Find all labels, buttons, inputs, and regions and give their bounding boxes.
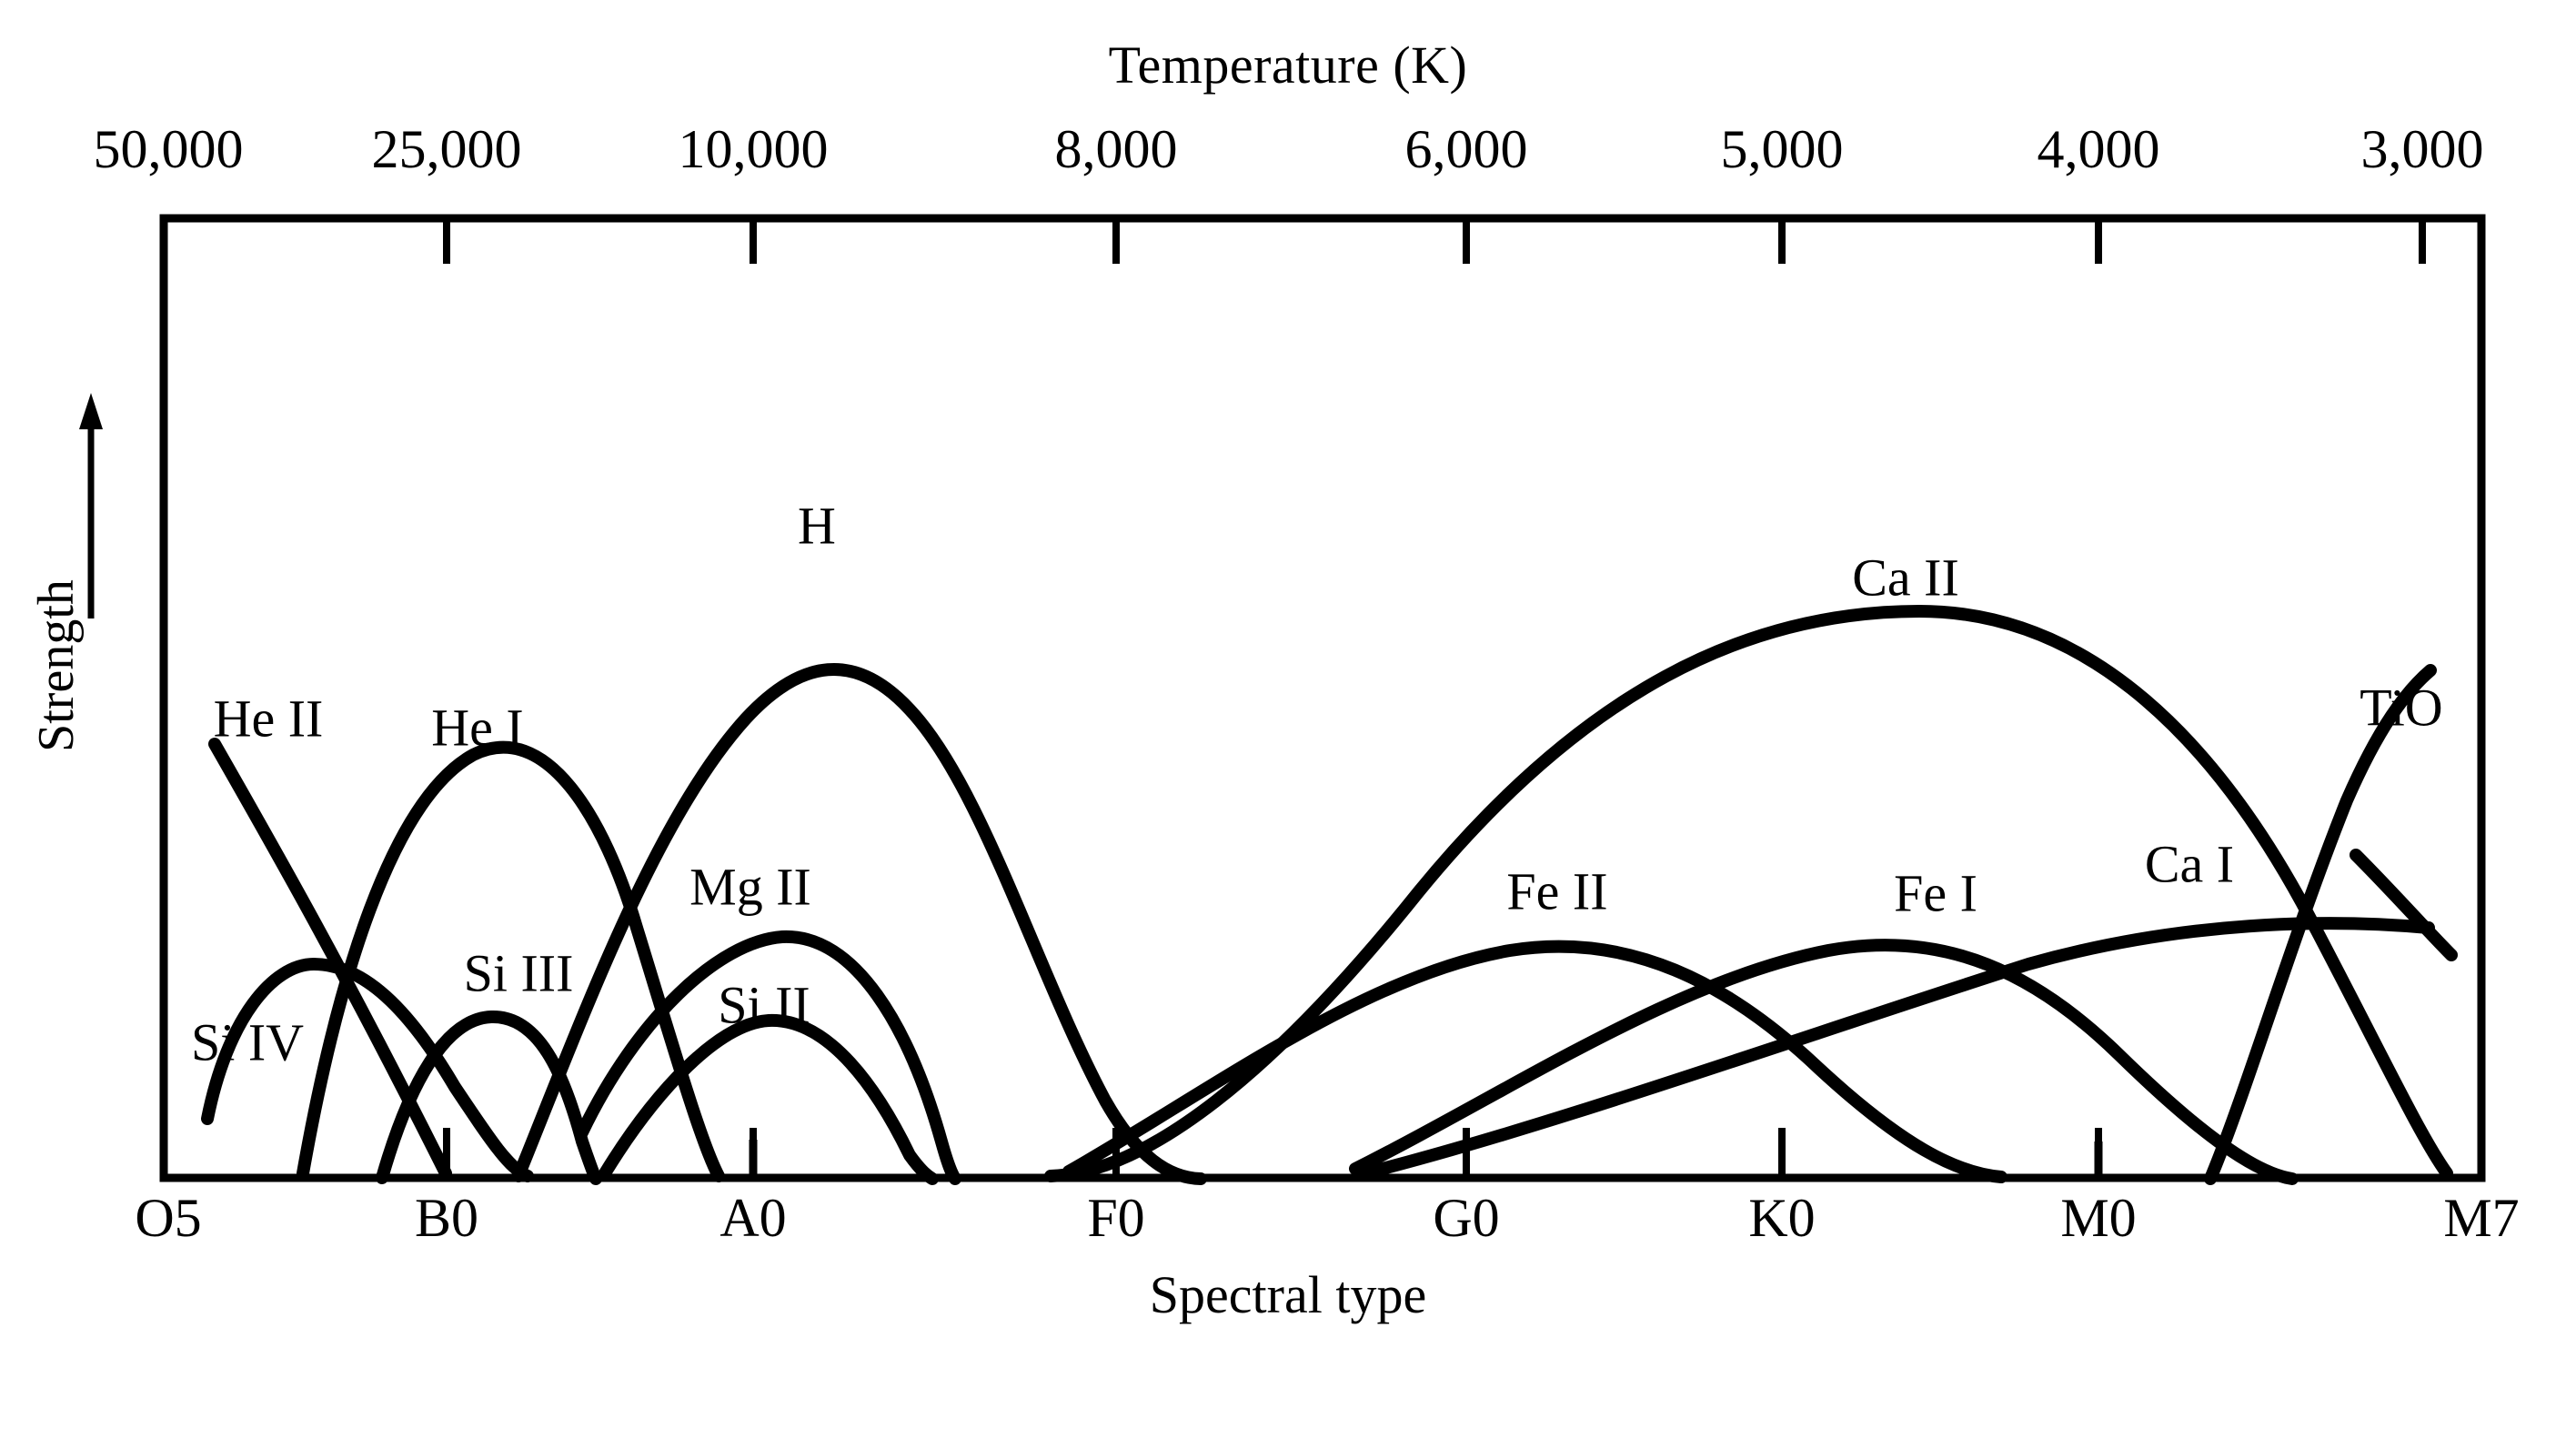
curve-label-si-ii: Si II bbox=[718, 975, 810, 1035]
curve-label-fe-i: Fe I bbox=[1894, 863, 1977, 923]
curve-fe-i bbox=[1349, 939, 2299, 1185]
curve-label-he-ii: He II bbox=[213, 689, 324, 749]
curve-h bbox=[512, 663, 1207, 1185]
curve-label-tio: TiO bbox=[2360, 678, 2443, 738]
bottom-tick-label-3: F0 bbox=[1087, 1188, 1145, 1248]
top-tick-label-2: 10,000 bbox=[678, 119, 829, 179]
strength-up-arrow-icon bbox=[73, 391, 109, 618]
top-tick-label-5: 5,000 bbox=[1720, 119, 1844, 179]
top-tick-label-1: 25,000 bbox=[371, 119, 522, 179]
bottom-tick-label-1: B0 bbox=[414, 1188, 479, 1248]
bottom-tick-label-6: M0 bbox=[2060, 1188, 2137, 1248]
curve-mg-ii bbox=[576, 930, 961, 1185]
top-axis-ticks bbox=[443, 218, 2426, 264]
curve-label-he-i: He I bbox=[431, 698, 524, 758]
curve-he-ii bbox=[208, 738, 452, 1180]
top-tick-label-7: 3,000 bbox=[2360, 119, 2484, 179]
curve-label-ca-i: Ca I bbox=[2144, 834, 2235, 894]
bottom-tick-label-0: O5 bbox=[135, 1188, 202, 1248]
curve-si-iii bbox=[376, 1010, 602, 1185]
bottom-axis-ticks bbox=[443, 1128, 2102, 1178]
curve-ca-ii-tail bbox=[2350, 849, 2458, 961]
curve-tio bbox=[2204, 664, 2437, 1185]
top-tick-label-3: 8,000 bbox=[1054, 119, 1178, 179]
bottom-tick-label-7: M7 bbox=[2443, 1188, 2520, 1248]
curve-label-ca-ii: Ca II bbox=[1852, 548, 1959, 608]
curve-ca-ii bbox=[1044, 604, 2453, 1182]
bottom-tick-label-4: G0 bbox=[1433, 1188, 1500, 1248]
curve-label-mg-ii: Mg II bbox=[689, 857, 811, 917]
curve-label-fe-ii: Fe II bbox=[1506, 861, 1608, 921]
curve-label-h: H bbox=[798, 496, 836, 556]
top-tick-label-0: 50,000 bbox=[93, 119, 244, 179]
top-tick-label-6: 4,000 bbox=[2037, 119, 2160, 179]
bottom-tick-label-5: K0 bbox=[1748, 1188, 1816, 1248]
top-tick-label-4: 6,000 bbox=[1404, 119, 1528, 179]
curve-label-si-iv: Si IV bbox=[190, 1012, 305, 1072]
curve-ca-i bbox=[1358, 917, 2435, 1180]
curve-fe-ii bbox=[1062, 940, 2007, 1183]
curve-si-ii bbox=[599, 1013, 939, 1185]
baseline-stubs bbox=[749, 1140, 2103, 1178]
bottom-axis-title: Spectral type bbox=[1149, 1265, 1427, 1324]
curve-label-si-iii: Si III bbox=[463, 943, 574, 1003]
bottom-tick-label-2: A0 bbox=[719, 1188, 787, 1248]
top-axis-title: Temperature (K) bbox=[1108, 35, 1468, 95]
